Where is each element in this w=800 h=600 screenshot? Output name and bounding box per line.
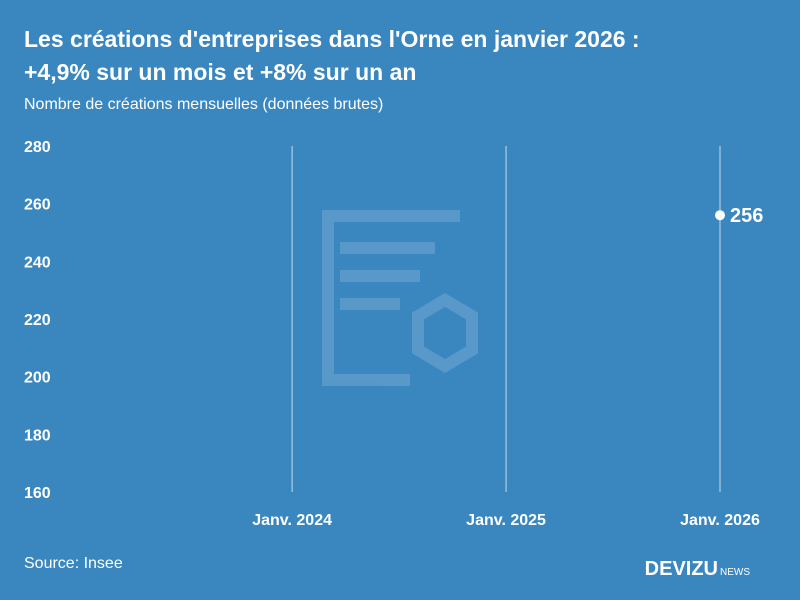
brand: DEVIZU [645, 558, 718, 580]
chart-title: Les créations d'entreprises dans l'Orne … [24, 26, 640, 52]
end-point [715, 210, 725, 221]
subtitle: Nombre de créations mensuelles (données … [24, 96, 383, 113]
y-tick-label: 280 [24, 139, 51, 156]
chart-title: +4,9% sur un mois et +8% sur un an [24, 59, 416, 85]
y-tick-label: 220 [24, 312, 51, 329]
y-tick-label: 260 [24, 197, 51, 214]
x-tick-label: Janv. 2025 [466, 512, 546, 529]
y-tick-label: 180 [24, 427, 51, 444]
y-tick-label: 200 [24, 370, 51, 387]
watermark [322, 210, 478, 386]
y-tick-label: 240 [24, 254, 51, 271]
y-tick-label: 160 [24, 485, 51, 502]
x-tick-label: Janv. 2026 [680, 512, 760, 529]
source: Source: Insee [24, 555, 123, 572]
value-label: 256 [730, 205, 763, 227]
brand-suffix: NEWS [720, 567, 750, 578]
x-tick-label: Janv. 2024 [252, 512, 332, 529]
